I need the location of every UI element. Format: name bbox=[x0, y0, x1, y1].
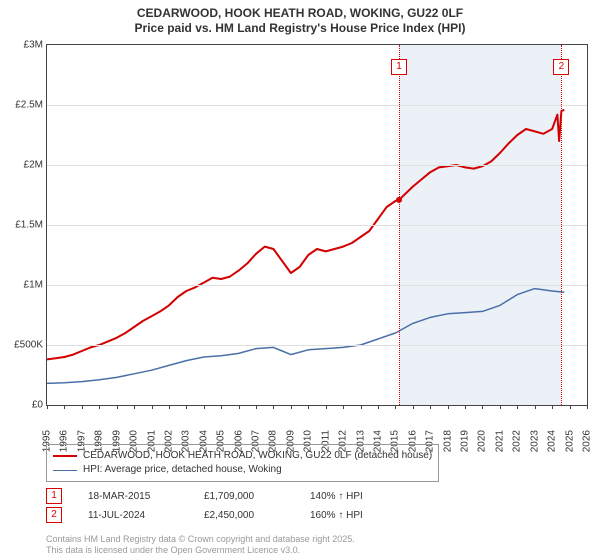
x-tick bbox=[169, 405, 170, 409]
sale-marker-box: 2 bbox=[553, 59, 569, 75]
title-line-2: Price paid vs. HM Land Registry's House … bbox=[0, 21, 600, 36]
y-tick-label: £0 bbox=[3, 400, 43, 411]
legend-box: CEDARWOOD, HOOK HEATH ROAD, WOKING, GU22… bbox=[46, 444, 439, 482]
sale-row-date: 11-JUL-2024 bbox=[88, 510, 178, 521]
x-tick bbox=[343, 405, 344, 409]
sale-row-hpi: 160% ↑ HPI bbox=[310, 510, 400, 521]
chart-title-block: CEDARWOOD, HOOK HEATH ROAD, WOKING, GU22… bbox=[0, 0, 600, 36]
sale-marker-box: 1 bbox=[391, 59, 407, 75]
x-tick bbox=[204, 405, 205, 409]
sale-marker-vline bbox=[399, 45, 400, 405]
x-tick bbox=[134, 405, 135, 409]
legend-row: HPI: Average price, detached house, Woki… bbox=[53, 463, 432, 477]
x-tick bbox=[326, 405, 327, 409]
x-tick bbox=[186, 405, 187, 409]
gridline-h bbox=[47, 285, 587, 286]
x-tick bbox=[239, 405, 240, 409]
x-tick bbox=[378, 405, 379, 409]
x-tick bbox=[308, 405, 309, 409]
series-line bbox=[47, 110, 564, 360]
gridline-h bbox=[47, 165, 587, 166]
y-tick-label: £2.5M bbox=[3, 100, 43, 111]
sale-row-marker: 1 bbox=[46, 488, 62, 504]
sale-row-price: £2,450,000 bbox=[204, 510, 284, 521]
x-tick bbox=[448, 405, 449, 409]
x-tick bbox=[482, 405, 483, 409]
x-tick bbox=[47, 405, 48, 409]
footer-line-2: This data is licensed under the Open Gov… bbox=[46, 545, 355, 556]
y-tick-label: £1.5M bbox=[3, 220, 43, 231]
sale-row-hpi: 140% ↑ HPI bbox=[310, 491, 400, 502]
x-tick bbox=[587, 405, 588, 409]
sale-row-date: 18-MAR-2015 bbox=[88, 491, 178, 502]
legend-label: CEDARWOOD, HOOK HEATH ROAD, WOKING, GU22… bbox=[83, 449, 432, 463]
chart-plot-area: £0£500K£1M£1.5M£2M£2.5M£3M19951996199719… bbox=[46, 44, 588, 406]
x-tick bbox=[361, 405, 362, 409]
x-tick bbox=[500, 405, 501, 409]
legend-label: HPI: Average price, detached house, Woki… bbox=[83, 463, 282, 477]
x-tick bbox=[517, 405, 518, 409]
legend-swatch bbox=[53, 470, 77, 471]
x-tick bbox=[64, 405, 65, 409]
sale-row: 1 18-MAR-2015 £1,709,000 140% ↑ HPI bbox=[46, 488, 586, 504]
legend-and-sales: CEDARWOOD, HOOK HEATH ROAD, WOKING, GU22… bbox=[46, 444, 586, 526]
gridline-h bbox=[47, 225, 587, 226]
sale-rows: 1 18-MAR-2015 £1,709,000 140% ↑ HPI 2 11-JUL-… bbox=[46, 488, 586, 523]
x-tick bbox=[273, 405, 274, 409]
title-line-1: CEDARWOOD, HOOK HEATH ROAD, WOKING, GU22… bbox=[0, 6, 600, 21]
y-tick-label: £3M bbox=[3, 40, 43, 51]
legend-row: CEDARWOOD, HOOK HEATH ROAD, WOKING, GU22… bbox=[53, 449, 432, 463]
x-tick bbox=[535, 405, 536, 409]
x-tick bbox=[552, 405, 553, 409]
gridline-h bbox=[47, 345, 587, 346]
x-tick bbox=[117, 405, 118, 409]
sale-row: 2 11-JUL-2024 £2,450,000 160% ↑ HPI bbox=[46, 507, 586, 523]
x-tick bbox=[570, 405, 571, 409]
x-tick bbox=[221, 405, 222, 409]
x-tick bbox=[465, 405, 466, 409]
x-tick bbox=[413, 405, 414, 409]
x-tick bbox=[430, 405, 431, 409]
x-tick bbox=[99, 405, 100, 409]
y-tick-label: £2M bbox=[3, 160, 43, 171]
x-tick bbox=[256, 405, 257, 409]
x-tick bbox=[291, 405, 292, 409]
y-tick-label: £500K bbox=[3, 340, 43, 351]
x-tick bbox=[82, 405, 83, 409]
footer-line-1: Contains HM Land Registry data © Crown c… bbox=[46, 534, 355, 545]
sale-row-price: £1,709,000 bbox=[204, 491, 284, 502]
gridline-h bbox=[47, 105, 587, 106]
y-tick-label: £1M bbox=[3, 280, 43, 291]
x-tick bbox=[152, 405, 153, 409]
sale-marker-vline bbox=[561, 45, 562, 405]
sale-row-marker: 2 bbox=[46, 507, 62, 523]
footer-attribution: Contains HM Land Registry data © Crown c… bbox=[46, 534, 355, 556]
series-line bbox=[47, 289, 564, 384]
x-tick bbox=[395, 405, 396, 409]
legend-swatch bbox=[53, 455, 77, 457]
